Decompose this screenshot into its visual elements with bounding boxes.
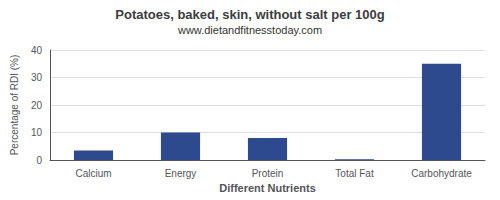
svg-text:www.dietandfitnesstoday.com: www.dietandfitnesstoday.com bbox=[177, 24, 322, 36]
svg-text:30: 30 bbox=[31, 72, 43, 83]
svg-text:10: 10 bbox=[31, 127, 43, 138]
svg-text:20: 20 bbox=[31, 100, 43, 111]
svg-text:0: 0 bbox=[36, 155, 42, 166]
svg-text:Calcium: Calcium bbox=[75, 168, 111, 179]
svg-text:Carbohydrate: Carbohydrate bbox=[411, 168, 472, 179]
svg-text:Energy: Energy bbox=[165, 168, 197, 179]
svg-text:Total Fat: Total Fat bbox=[335, 168, 374, 179]
svg-text:Percentage of RDI (%): Percentage of RDI (%) bbox=[9, 55, 20, 156]
svg-text:40: 40 bbox=[31, 45, 43, 56]
svg-text:Different Nutrients: Different Nutrients bbox=[219, 182, 316, 194]
svg-text:Protein: Protein bbox=[252, 168, 284, 179]
svg-text:Potatoes, baked, skin, without: Potatoes, baked, skin, without salt per … bbox=[115, 7, 385, 22]
